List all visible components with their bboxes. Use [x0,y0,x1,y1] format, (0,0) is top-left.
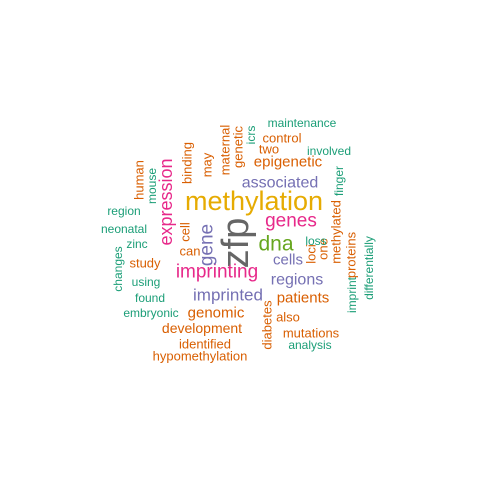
word-cells: cells [273,252,303,269]
word-proteins: proteins [344,231,359,278]
word-regions: regions [271,272,323,289]
word-mutations: mutations [283,326,340,341]
word-mouse: mouse [145,168,159,204]
word-development: development [162,320,242,336]
word-dna: dna [258,233,293,256]
word-identified: identified [179,337,231,352]
word-imprint: imprint [345,276,359,313]
word-imprinted: imprinted [193,286,263,305]
word-genetic: genetic [231,126,246,168]
word-found: found [135,291,165,305]
word-associated: associated [242,175,319,192]
word-genes: genes [265,211,317,232]
word-one: one [316,238,331,260]
word-analysis: analysis [288,338,331,352]
word-cell: cell [178,222,193,242]
word-region: region [107,204,140,218]
word-icrs: icrs [244,126,258,145]
word-imprinting: imprinting [176,262,258,283]
word-methylation: methylation [185,186,323,216]
word-using: using [132,275,161,289]
word-maternal: maternal [218,125,233,176]
word-changes: changes [111,246,125,291]
word-two: two [259,142,279,157]
word-expression: expression [156,158,176,245]
word-epigenetic: epigenetic [254,154,323,171]
word-genomic: genomic [188,305,245,322]
word-methylated: methylated [329,200,344,264]
word-maintenance: maintenance [268,116,337,130]
word-human: human [132,160,147,200]
word-patients: patients [277,290,330,307]
word-binding: binding [180,142,195,184]
word-differentially: differentially [362,236,376,300]
word-zfp: zfp [215,218,257,269]
word-embryonic: embryonic [123,306,178,320]
word-hypomethylation: hypomethylation [153,349,248,364]
word-gene: gene [197,224,218,266]
word-diabetes: diabetes [260,300,275,350]
word-zinc: zinc [126,237,147,251]
word-can: can [180,244,201,259]
word-also: also [276,310,300,325]
word-loci: loci [304,244,319,264]
word-study: study [129,256,161,271]
word-finger: finger [332,166,346,196]
word-neonatal: neonatal [101,222,147,236]
word-loss: loss [305,234,326,248]
word-control: control [262,131,301,146]
word-may: may [200,152,215,177]
word-involved: involved [307,144,351,158]
